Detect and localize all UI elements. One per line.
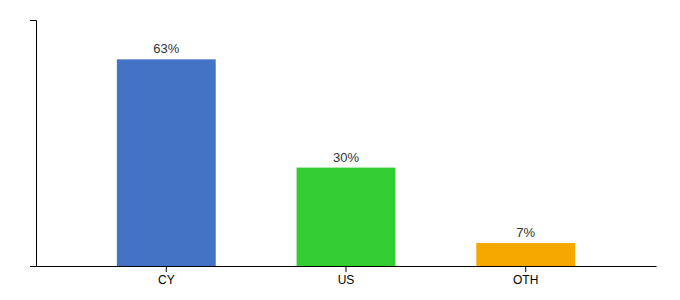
plot: CY US OTH 63% 30% 7% [30, 21, 657, 287]
x-tick: CY [158, 266, 175, 287]
x-tick-label: OTH [513, 273, 538, 287]
y-axis-line [30, 21, 37, 267]
x-tick-label: CY [158, 273, 175, 287]
x-tick-mark [166, 266, 167, 272]
data-labels: 63% 30% 7% [153, 41, 535, 240]
x-axis: CY US OTH [37, 266, 657, 287]
x-tick: US [338, 266, 355, 287]
bar [117, 59, 216, 266]
x-tick-label: US [338, 273, 355, 287]
data-label: 63% [153, 41, 179, 56]
y-axis [30, 21, 37, 267]
x-tick-mark [525, 266, 526, 272]
data-label: 30% [333, 150, 359, 165]
chart: CY US OTH 63% 30% 7% [0, 0, 680, 300]
x-tick: OTH [513, 266, 538, 287]
bar [297, 168, 396, 266]
data-label: 7% [516, 225, 535, 240]
x-tick-mark [346, 266, 347, 272]
bar [476, 243, 575, 266]
bars [117, 59, 575, 266]
